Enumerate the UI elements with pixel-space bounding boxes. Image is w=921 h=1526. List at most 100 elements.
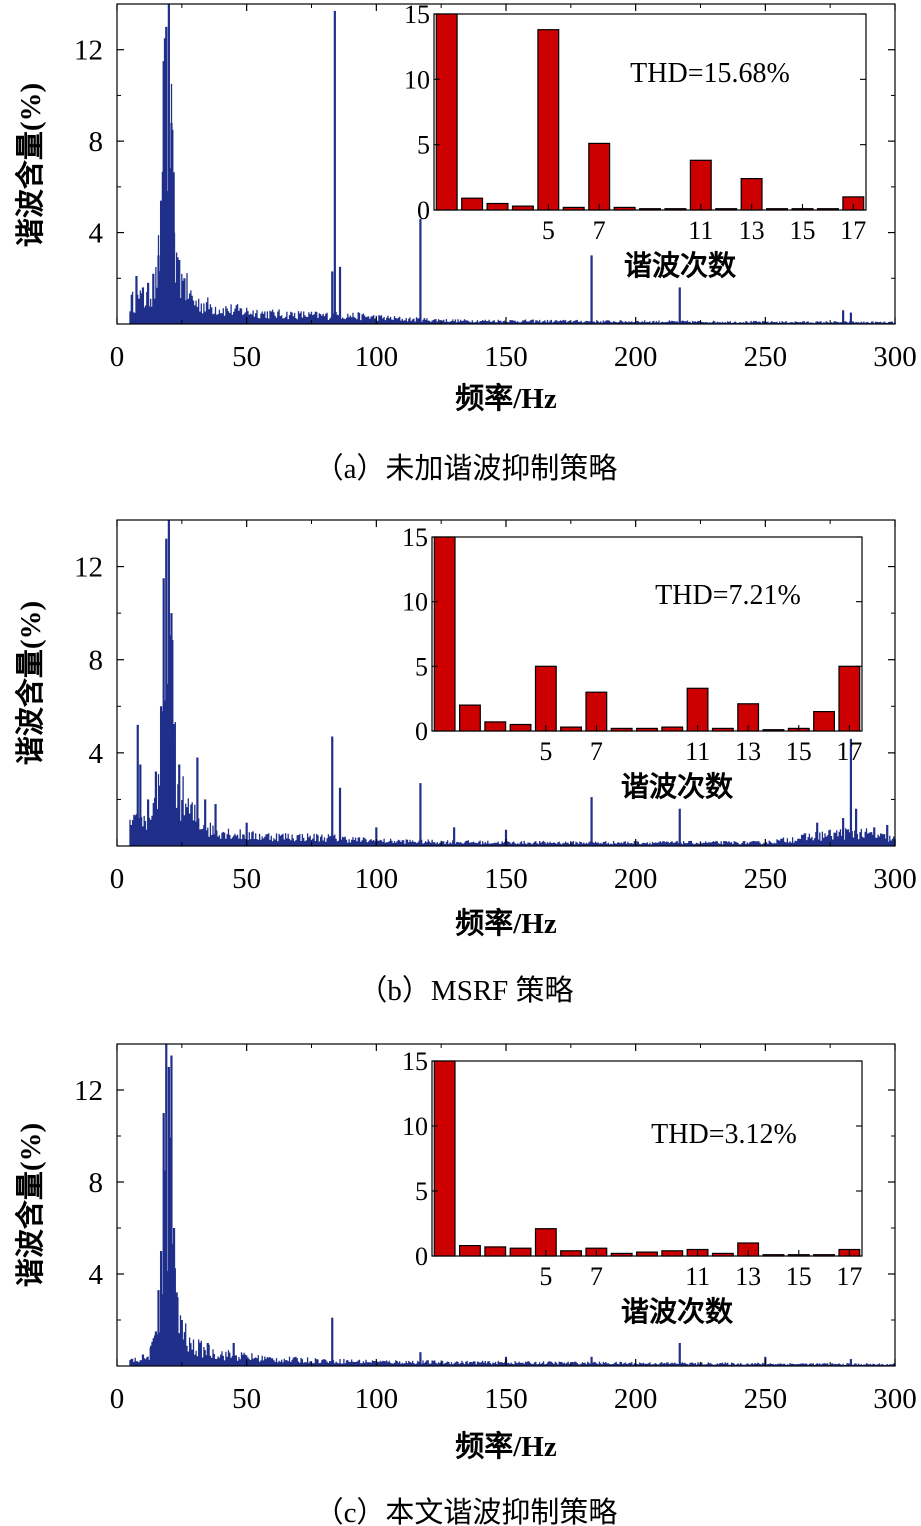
- panel-caption: （b）MSRF 策略: [358, 974, 573, 1007]
- spectrum-noise-floor: [129, 609, 896, 846]
- inset-y-tick-label: 10: [404, 65, 430, 94]
- inset-x-tick-label: 17: [840, 216, 866, 245]
- inset-y-tick-label: 15: [402, 1047, 428, 1076]
- inset-bar: [661, 726, 684, 732]
- inset-bar: [638, 208, 661, 211]
- panel-b: 0 50 100 150 200 250 300 4 8 12 频率/Hz 谐波含量(%) 0 5 10 15…: [13, 519, 917, 1007]
- inset-y-tick-label: 5: [417, 131, 430, 160]
- panel-c: 0 50 100 150 200 250 300 4 8 12 频率/Hz 谐波含量(%) 0 5 10 15…: [13, 1043, 917, 1526]
- x-tick-label: 250: [744, 341, 788, 373]
- inset-bar: [813, 710, 836, 732]
- thd-annotation: THD=7.21%: [655, 580, 801, 611]
- inset-x-tick-label: 17: [836, 737, 862, 766]
- inset-y-tick-label: 0: [415, 1242, 428, 1271]
- inset-bar: [509, 723, 532, 732]
- inset-bar: [560, 1250, 583, 1257]
- spectrum-noise-floor: [129, 1091, 896, 1366]
- y-tick-label: 12: [74, 552, 103, 584]
- inset-bar: [511, 205, 534, 211]
- inset-bar: [537, 29, 560, 211]
- inset-bar: [635, 1251, 658, 1257]
- inset-bar: [686, 687, 709, 732]
- x-tick-label: 250: [744, 863, 788, 895]
- x-tick-label: 100: [355, 341, 399, 373]
- x-tick-label: 100: [355, 863, 399, 895]
- inset-bar: [534, 665, 557, 732]
- inset-frame: [433, 13, 867, 211]
- inset-y-tick-label: 10: [402, 1112, 428, 1141]
- inset-bar: [433, 1060, 456, 1257]
- inset-x-tick-label: 7: [590, 1262, 603, 1291]
- inset-frame: [431, 1060, 863, 1257]
- y-tick-label: 8: [89, 1167, 104, 1199]
- inset-bar: [838, 665, 861, 732]
- panel-a: 0 50 100 150 200 250 300 4 8 12 频率/Hz 谐波含量(%) 0 5 10 15…: [13, 0, 917, 485]
- inset-bar: [461, 197, 484, 211]
- inset-bars: [435, 13, 865, 211]
- inset-y-tick-label: 0: [417, 196, 430, 225]
- panel-caption: （a）未加谐波抑制策略: [315, 452, 618, 485]
- inset-x-tick-label: 17: [836, 1262, 862, 1291]
- inset-x-tick-label: 5: [539, 737, 552, 766]
- inset-x-tick-label: 15: [786, 737, 812, 766]
- inset-bar: [610, 1252, 633, 1257]
- inset-x-tick-label: 7: [593, 216, 606, 245]
- inset-y-tick-label: 15: [404, 0, 430, 29]
- x-tick-label: 300: [873, 1383, 917, 1415]
- inset-x-tick-label: 11: [688, 216, 713, 245]
- y-tick-label: 12: [74, 35, 103, 67]
- inset-bar: [816, 208, 839, 211]
- spectrum-bars: [129, 520, 896, 846]
- inset-x-tick-label: 15: [786, 1262, 812, 1291]
- inset-x-axis-title: 谐波次数: [624, 250, 737, 282]
- inset-bar: [613, 206, 636, 211]
- inset-x-axis-title: 谐波次数: [621, 1296, 734, 1328]
- inset-x-tick-label: 5: [542, 216, 555, 245]
- inset-bar: [459, 1244, 481, 1257]
- x-tick-label: 50: [232, 1383, 261, 1415]
- inset-x-tick-label: 11: [685, 1262, 710, 1291]
- y-tick-label: 4: [89, 218, 104, 250]
- inset-bar: [689, 159, 712, 211]
- x-tick-label: 100: [355, 1383, 399, 1415]
- inset-bar: [715, 208, 738, 211]
- x-axis-title: 频率/Hz: [455, 381, 557, 415]
- y-tick-label: 12: [74, 1075, 103, 1107]
- inset-bar: [435, 13, 458, 211]
- inset-y-tick-label: 5: [415, 1177, 428, 1206]
- inset-bar: [610, 727, 633, 732]
- spectrum-bars: [129, 4, 896, 324]
- inset-bar: [635, 727, 658, 732]
- panel-caption: （c）本文谐波抑制策略: [315, 1496, 618, 1526]
- inset-x-tick-label: 13: [735, 1262, 761, 1291]
- inset-bar: [762, 1254, 785, 1257]
- inset-bar: [711, 1252, 734, 1257]
- inset-y-tick-label: 10: [402, 588, 428, 617]
- x-tick-label: 300: [873, 341, 917, 373]
- inset-x-tick-label: 7: [590, 737, 603, 766]
- inset-x-tick-label: 11: [685, 737, 710, 766]
- x-tick-label: 200: [614, 1383, 658, 1415]
- inset-harmonic-bar-chart: 0 5 10 15 5 7 11 13 15 17 谐波次数 THD=7.21%: [402, 523, 863, 803]
- inset-x-tick-label: 13: [735, 737, 761, 766]
- inset-bar: [484, 721, 507, 732]
- inset-bar: [813, 1254, 836, 1257]
- x-tick-label: 250: [744, 1383, 788, 1415]
- spectrum-bars: [129, 1044, 896, 1366]
- inset-x-tick-label: 5: [539, 1262, 552, 1291]
- x-tick-label: 200: [614, 341, 658, 373]
- y-axis-title: 谐波含量(%): [13, 83, 47, 247]
- inset-bar: [509, 1247, 532, 1257]
- inset-bar: [762, 729, 785, 732]
- inset-y-tick-label: 15: [402, 523, 428, 552]
- inset-y-tick-label: 0: [415, 717, 428, 746]
- inset-bar: [433, 536, 456, 732]
- x-tick-label: 150: [484, 863, 528, 895]
- x-tick-label: 0: [110, 863, 125, 895]
- inset-bar: [661, 1250, 684, 1257]
- x-axis-title: 频率/Hz: [455, 906, 557, 940]
